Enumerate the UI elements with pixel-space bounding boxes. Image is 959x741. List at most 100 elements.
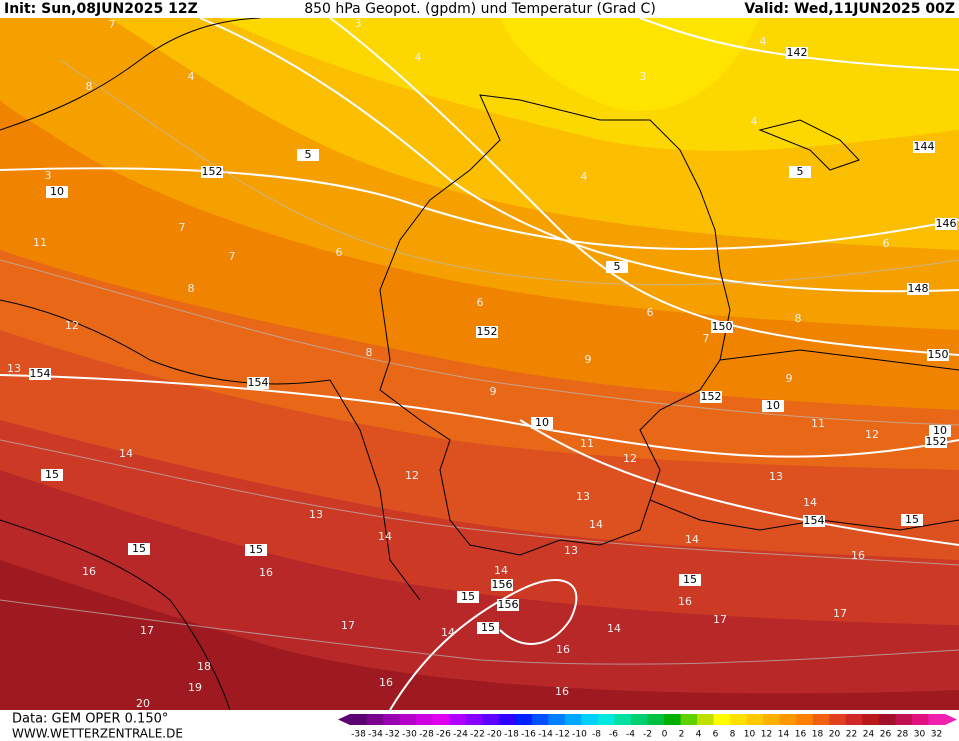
temperature-label: 11 — [811, 417, 825, 430]
colorbar-swatch — [564, 714, 582, 725]
colorbar-label: -12 — [555, 730, 570, 740]
colorbar-swatch — [548, 714, 566, 725]
colorbar-label: -14 — [538, 730, 553, 740]
temperature-label: 3 — [640, 70, 647, 83]
temperature-label: 13 — [769, 470, 783, 483]
geopotential-label: 154 — [30, 367, 51, 380]
temperature-label: 12 — [65, 319, 79, 332]
geopotential-label-box — [803, 515, 825, 527]
geopotential-label: 154 — [804, 514, 825, 527]
temperature-box-label-box — [762, 400, 784, 412]
colorbar-label: 24 — [863, 730, 875, 740]
colorbar-swatch — [449, 714, 467, 725]
temperature-box-label: 10 — [535, 416, 549, 429]
temperature-box-label: 5 — [797, 165, 804, 178]
map-title: 850 hPa Geopot. (gpdm) und Temperatur (G… — [304, 1, 656, 17]
temperature-label: 6 — [883, 237, 890, 250]
colorbar-swatch — [498, 714, 516, 725]
temperature-label: 4 — [415, 51, 422, 64]
temperature-label: 16 — [82, 565, 96, 578]
temperature-label: 4 — [760, 35, 767, 48]
geopotential-label: 150 — [928, 348, 949, 361]
country-borders — [0, 17, 959, 711]
colorbar-label: 20 — [829, 730, 841, 740]
colorbar-label: -18 — [504, 730, 519, 740]
temperature-box-label: 15 — [249, 543, 263, 556]
temperature-label: 16 — [851, 549, 865, 562]
data-source: Data: GEM OPER 0.150° — [12, 712, 168, 727]
temperature-label: 6 — [336, 246, 343, 259]
temperature-label: 9 — [585, 353, 592, 366]
temperature-label: 11 — [33, 236, 47, 249]
geopotential-label: 142 — [787, 46, 808, 59]
colorbar-arrow — [945, 714, 957, 725]
colorbar-label: 32 — [931, 730, 942, 740]
colorbar-label: 4 — [696, 730, 702, 740]
geopotential-label: 152 — [202, 165, 223, 178]
website: WWW.WETTERZENTRALE.DE — [12, 727, 183, 741]
temperature-label: 7 — [109, 18, 116, 31]
temperature-label: 12 — [865, 428, 879, 441]
colorbar-swatch — [796, 714, 814, 725]
temperature-box-label: 10 — [766, 399, 780, 412]
temperature-label: 7 — [229, 250, 236, 263]
temperature-label: 13 — [7, 362, 21, 375]
temperature-label: 4 — [751, 115, 758, 128]
colorbar-swatch — [895, 714, 913, 725]
colorbar-swatch — [845, 714, 863, 725]
colorbar-label: -10 — [572, 730, 587, 740]
temperature-label: 17 — [341, 619, 355, 632]
temperature-box-label: 15 — [905, 513, 919, 526]
temperature-box-label: 15 — [45, 468, 59, 481]
colorbar-label: 22 — [846, 730, 857, 740]
colorbar-swatch — [350, 714, 368, 725]
temperature-box-label-box — [789, 166, 811, 178]
geopotential-label: 146 — [936, 217, 957, 230]
colorbar-swatch — [383, 714, 401, 725]
temperature-label: 17 — [140, 624, 154, 637]
temperature-box-label-box — [477, 622, 499, 634]
temperature-label: 8 — [86, 80, 93, 93]
temperature-label: 13 — [564, 544, 578, 557]
colorbar-swatch — [746, 714, 764, 725]
colorbar-swatch — [763, 714, 781, 725]
colorbar-swatch — [614, 714, 632, 725]
temperature-label: 17 — [833, 607, 847, 620]
colorbar-swatch — [680, 714, 698, 725]
colorbar-swatch — [911, 714, 929, 725]
temperature-label: 20 — [136, 697, 150, 710]
colorbar-swatch — [829, 714, 847, 725]
geopotential-label-box — [711, 321, 733, 333]
temperature-label: 13 — [576, 490, 590, 503]
colorbar-label: 16 — [795, 730, 807, 740]
colorbar-label: -34 — [368, 730, 383, 740]
geopotential-label-box — [201, 166, 223, 178]
temperature-label: 3 — [355, 17, 362, 30]
temperature-box-label: 5 — [305, 148, 312, 161]
temperature-label: 7 — [179, 221, 186, 234]
temperature-label: 8 — [366, 346, 373, 359]
temperature-label: 16 — [678, 595, 692, 608]
colorbar-label: -4 — [626, 730, 635, 740]
colorbar-swatch — [482, 714, 500, 725]
temperature-box-label: 15 — [132, 542, 146, 555]
geopotential-label: 152 — [701, 390, 722, 403]
temperature-box-label-box — [929, 425, 951, 437]
geopotential-label-box — [786, 47, 808, 59]
valid-time: Valid: Wed,11JUN2025 00Z — [744, 1, 955, 17]
geopotential-label: 152 — [477, 325, 498, 338]
init-time: Init: Sun,08JUN2025 12Z — [4, 1, 198, 17]
colorbar-swatch — [581, 714, 599, 725]
temperature-label: 16 — [555, 685, 569, 698]
colorbar-swatch — [878, 714, 896, 725]
colorbar: -38 -34 -32 -30 -28 -26 -24 -22 -20 -18 -16 -14 -12-… — [338, 714, 957, 740]
temperature-box-label: 10 — [933, 424, 947, 437]
temperature-label: 14 — [803, 496, 817, 509]
colorbar-label: -26 — [436, 730, 451, 740]
colorbar-label: -16 — [521, 730, 536, 740]
header-band — [0, 0, 959, 18]
colorbar-label: -8 — [592, 730, 601, 740]
colorbar-label: -30 — [402, 730, 417, 740]
colorbar-swatch — [531, 714, 549, 725]
